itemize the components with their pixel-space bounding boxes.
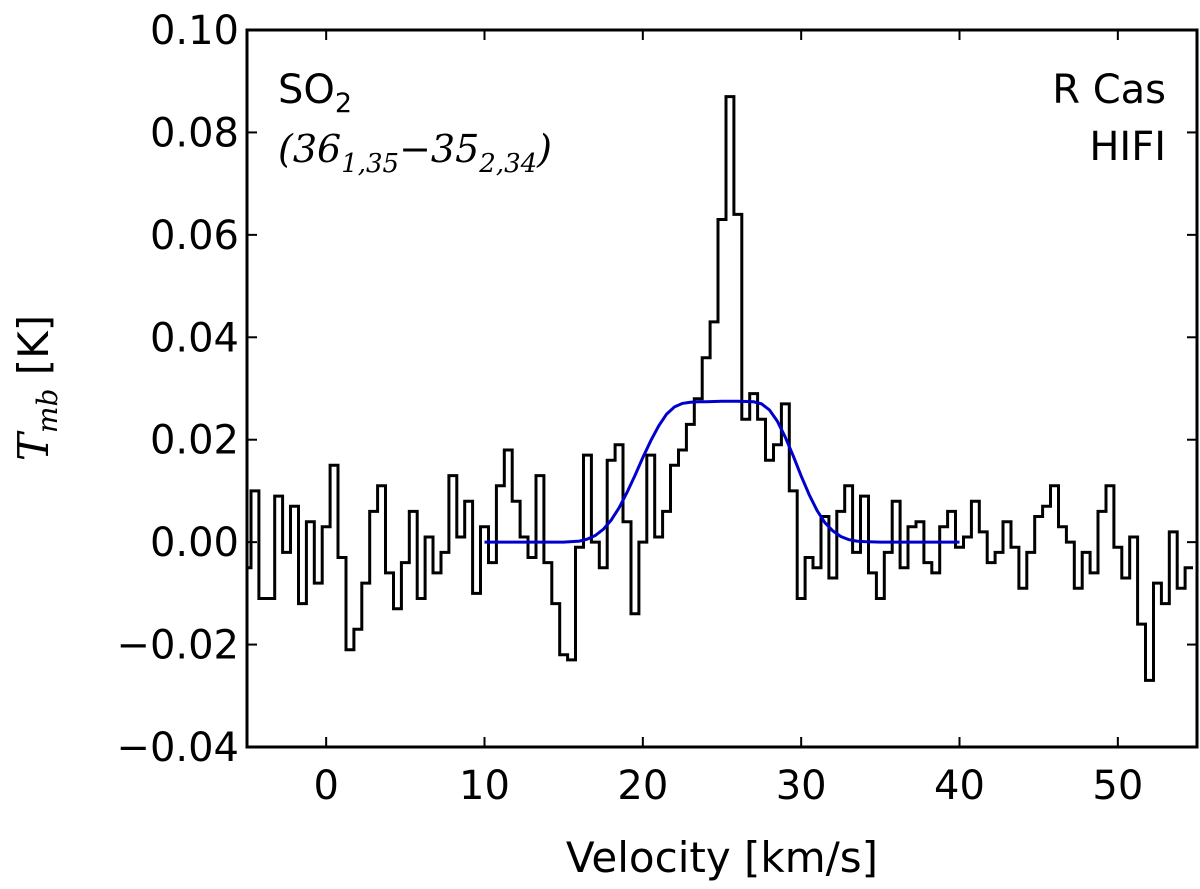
y-axis-unit-text: [K] [9,315,58,375]
model-fit-line [484,399,960,544]
transition-sub-lower: 2,34 [478,149,537,179]
y-axis-unit [9,375,58,388]
y-tick-label: −0.02 [116,623,239,669]
transition-mid: −35 [399,127,479,171]
molecule-subscript: 2 [335,88,352,119]
x-tick-labels: 0 10 20 30 40 50 [313,763,1143,809]
transition-label: (361,35−352,34) [278,127,552,179]
y-tick-label: 0.06 [150,213,239,259]
transition-open: (36 [278,127,341,171]
molecule-label: SO2 [278,67,352,119]
x-tick-label: 20 [617,763,668,809]
x-tick-label: 40 [934,763,985,809]
y-tick-label: 0.00 [150,520,239,566]
instrument-label: HIFI [1089,124,1166,170]
y-axis-label: Tmb [K] [9,315,64,461]
axis-ticks [247,29,1197,748]
x-tick-label: 50 [1092,763,1143,809]
transition-sub-upper: 1,35 [341,149,399,179]
y-tick-label: −0.04 [116,725,239,771]
plot-frame [245,28,1199,749]
y-axis-label-text: Tmb [K] [9,315,64,461]
molecule-name: SO [278,67,335,113]
y-tick-label: 0.02 [150,418,239,464]
y-tick-label: 0.08 [150,110,239,156]
x-tick-label: 30 [776,763,827,809]
y-axis-subscript: mb [31,389,64,433]
x-tick-label: 10 [459,763,510,809]
transition-close: ) [536,127,552,171]
y-axis-symbol: T [9,430,58,461]
y-tick-label: 0.04 [150,315,239,361]
y-tick-label: 0.10 [150,8,239,54]
y-tick-labels: −0.04 −0.02 0.00 0.02 0.04 0.06 0.08 0.10 [116,8,239,771]
source-label: R Cas [1052,67,1166,113]
series-layer [247,95,1193,682]
spectrum-line [247,95,1193,682]
x-axis-label: Velocity [km/s] [566,833,878,882]
x-tick-label: 0 [313,763,338,809]
